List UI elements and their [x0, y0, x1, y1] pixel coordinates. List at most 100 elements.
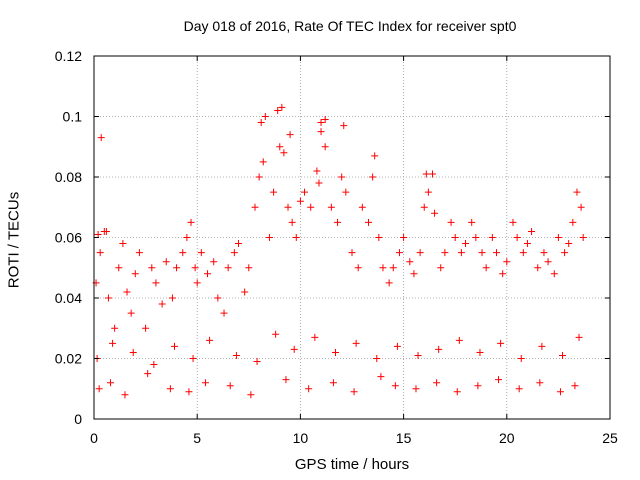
- data-point: [95, 385, 103, 393]
- data-point: [315, 179, 323, 187]
- data-point: [395, 249, 403, 257]
- data-point: [565, 240, 573, 248]
- data-point: [142, 324, 150, 332]
- data-point: [191, 264, 199, 272]
- data-point: [226, 382, 234, 390]
- data-point: [462, 240, 470, 248]
- data-point: [109, 339, 117, 347]
- data-point: [185, 388, 193, 396]
- data-point: [410, 270, 418, 278]
- data-point: [369, 173, 377, 181]
- data-point: [230, 249, 238, 257]
- data-point: [313, 167, 321, 175]
- y-tick-label: 0.08: [55, 169, 82, 185]
- data-point: [220, 309, 228, 317]
- data-point: [340, 122, 348, 130]
- data-point: [435, 345, 443, 353]
- data-point: [513, 234, 521, 241]
- data-point: [284, 203, 292, 211]
- data-point: [280, 149, 288, 157]
- data-point: [437, 264, 445, 272]
- data-point: [422, 170, 430, 178]
- grid-lines: [94, 56, 610, 419]
- data-point: [365, 218, 373, 226]
- data-point: [168, 294, 176, 302]
- data-point: [288, 218, 296, 226]
- data-point: [420, 203, 428, 211]
- data-point: [210, 258, 218, 266]
- data-point: [232, 351, 240, 359]
- data-point: [412, 385, 420, 393]
- data-point: [261, 113, 269, 120]
- data-point: [150, 361, 158, 369]
- y-axis-label: ROTI / TECUs: [5, 191, 23, 289]
- data-point: [559, 351, 567, 359]
- y-tick-label: 0: [74, 411, 82, 427]
- data-point: [406, 258, 414, 266]
- data-point: [317, 119, 325, 127]
- data-point: [183, 234, 191, 241]
- data-point: [375, 234, 383, 241]
- data-point: [515, 385, 523, 393]
- data-point: [329, 379, 337, 387]
- data-point: [573, 188, 581, 196]
- data-point: [305, 385, 313, 393]
- data-point: [94, 230, 102, 238]
- data-point: [317, 128, 325, 136]
- data-point: [528, 227, 536, 235]
- data-point: [193, 279, 201, 287]
- data-point: [385, 279, 393, 287]
- data-point: [111, 324, 119, 332]
- data-point: [257, 119, 265, 127]
- data-point: [358, 203, 366, 211]
- data-point: [579, 234, 587, 241]
- data-point: [127, 309, 135, 317]
- data-point: [534, 264, 542, 272]
- data-point: [482, 264, 490, 272]
- data-point: [234, 240, 242, 248]
- data-point: [282, 376, 290, 384]
- data-point: [170, 342, 178, 350]
- data-point: [499, 270, 507, 278]
- data-point: [173, 264, 181, 272]
- data-point: [523, 240, 531, 248]
- data-point: [455, 336, 463, 344]
- data-point: [379, 264, 387, 272]
- x-axis-label: GPS time / hours: [294, 456, 410, 473]
- data-point: [162, 258, 170, 266]
- data-point: [519, 249, 527, 257]
- data-point: [503, 258, 511, 266]
- data-point: [206, 336, 214, 344]
- data-point: [554, 234, 562, 241]
- data-point: [400, 234, 408, 241]
- data-point: [96, 249, 104, 257]
- x-tick-label: 20: [499, 430, 515, 446]
- data-point: [571, 382, 579, 390]
- data-point: [214, 294, 222, 302]
- x-tick-label: 10: [293, 430, 309, 446]
- data-point: [189, 355, 197, 362]
- data-point: [251, 203, 259, 211]
- data-point: [538, 342, 546, 350]
- data-point: [338, 173, 346, 181]
- data-point: [292, 234, 300, 241]
- data-point: [107, 379, 115, 387]
- data-point: [270, 188, 278, 196]
- data-point: [197, 249, 205, 257]
- data-point: [152, 279, 160, 287]
- data-point: [253, 358, 261, 366]
- data-point: [517, 355, 525, 362]
- data-point: [377, 373, 385, 381]
- data-point: [265, 234, 273, 241]
- x-tick-label: 5: [193, 430, 201, 446]
- data-point: [495, 376, 503, 384]
- data-point: [431, 209, 439, 217]
- data-point: [561, 249, 569, 257]
- data-points: [92, 103, 587, 399]
- data-point: [301, 188, 309, 196]
- data-point: [119, 240, 127, 248]
- data-point: [321, 116, 329, 124]
- data-point: [509, 218, 517, 226]
- data-point: [544, 258, 552, 266]
